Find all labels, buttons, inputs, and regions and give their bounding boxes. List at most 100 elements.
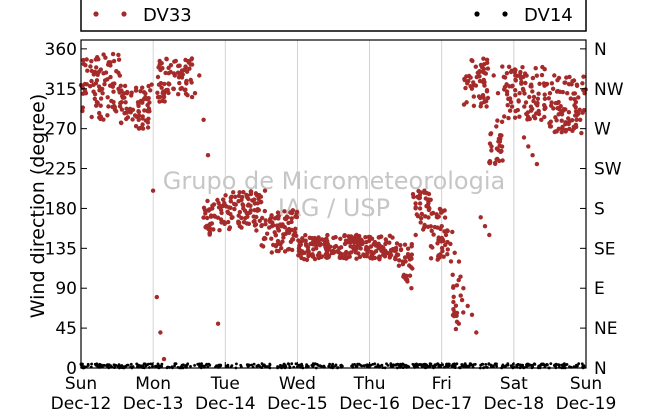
dv33-point: [483, 71, 488, 76]
dv33-point: [453, 326, 459, 332]
dv33-point: [210, 206, 215, 211]
dv14-point: [494, 362, 497, 366]
dv14-point: [436, 362, 440, 366]
dv14-point: [279, 363, 282, 367]
dv33-point: [371, 250, 377, 255]
y2-tick-label: NW: [594, 80, 624, 100]
dv33-point: [512, 115, 518, 120]
dv33-point: [461, 102, 467, 107]
dv33-point: [117, 73, 123, 78]
dv33-point: [534, 161, 540, 167]
dv33-point: [566, 116, 571, 121]
dv33-point: [125, 115, 131, 120]
dv33-point: [130, 117, 135, 122]
dv33-point: [322, 242, 327, 247]
dv33-point: [324, 251, 329, 257]
dv14-point: [394, 363, 397, 367]
dv33-point: [536, 108, 541, 114]
dv33-point: [422, 188, 427, 193]
dv14-point: [106, 364, 109, 368]
dv33-point: [133, 124, 139, 129]
x-tick-label-day: Wed: [279, 374, 316, 394]
dv33-point: [148, 88, 153, 93]
dv33-point: [577, 107, 582, 113]
dv33-point: [347, 251, 352, 256]
dv33-point: [119, 100, 124, 105]
dv33-point: [334, 249, 340, 254]
dv33-point: [413, 232, 418, 238]
dv33-point: [549, 100, 554, 105]
dv33-point: [173, 58, 178, 64]
dv33-point: [512, 67, 517, 72]
dv33-point: [533, 66, 538, 71]
dv33-point: [161, 94, 166, 100]
dv33-point: [81, 57, 86, 63]
dv33-point: [475, 70, 480, 76]
dv14-point: [489, 363, 493, 367]
y2-tick-label: SE: [594, 239, 616, 259]
dv33-point: [160, 98, 165, 104]
dv33-point: [149, 82, 154, 87]
dv33-point: [519, 79, 524, 85]
dv33-point: [429, 228, 434, 233]
dv33-point: [448, 241, 453, 247]
dv33-point: [319, 254, 324, 260]
dv33-point: [523, 100, 529, 105]
dv14-point: [531, 363, 534, 367]
dv33-point: [563, 127, 569, 133]
dv14-point: [519, 363, 523, 367]
dv33-point: [233, 194, 238, 199]
dv33-point: [91, 72, 97, 77]
dv33-point: [265, 231, 270, 236]
dv33-point: [342, 233, 347, 239]
dv33-point: [530, 75, 536, 81]
dv14-point: [546, 363, 549, 367]
dv33-point: [118, 83, 124, 89]
dv33-point: [508, 69, 514, 75]
dv14-point: [470, 363, 474, 367]
dv33-point: [223, 193, 228, 198]
dv14-point: [173, 364, 177, 368]
x-tick-label-date: Dec-13: [123, 394, 184, 409]
dv33-point: [136, 102, 141, 108]
dv33-point: [499, 144, 505, 149]
dv14-point: [424, 363, 428, 367]
dv33-point: [201, 215, 206, 220]
dv33-point: [96, 69, 102, 75]
dv14-point: [460, 363, 464, 366]
dv14-point: [193, 364, 197, 367]
dv33-point: [94, 65, 99, 70]
dv33-point: [215, 197, 220, 203]
dv14-point: [196, 362, 200, 366]
dv33-point: [543, 105, 548, 110]
dv33-point: [387, 233, 393, 238]
dv33-point: [106, 104, 111, 109]
dv33-point: [441, 254, 446, 259]
y2-tick-label: W: [594, 120, 611, 140]
dv33-point: [559, 130, 564, 135]
dv33-point: [534, 73, 539, 78]
dv14-point: [282, 363, 286, 366]
dv33-point: [469, 312, 475, 317]
dv14-point: [256, 364, 260, 368]
watermark-line-1: Grupo de Micrometeorologia: [163, 167, 505, 195]
dv33-point: [136, 113, 142, 118]
dv33-point: [279, 224, 284, 229]
dv33-point: [461, 286, 466, 291]
dv33-point: [402, 255, 408, 260]
y-tick-label: 135: [45, 239, 77, 259]
dv14-point: [154, 364, 158, 368]
dv33-point: [280, 239, 285, 244]
dv33-point: [513, 73, 518, 78]
dv33-point: [129, 93, 134, 98]
legend-dv14-marker: [474, 11, 480, 17]
dv14-point: [428, 362, 432, 366]
dv33-point: [96, 57, 101, 62]
dv33-point: [98, 96, 104, 101]
dv33-point: [179, 71, 184, 76]
dv33-point: [559, 118, 564, 123]
dv33-point: [310, 253, 315, 259]
dv33-point: [123, 100, 128, 105]
dv33-point: [521, 74, 526, 80]
dv33-point: [476, 94, 482, 99]
